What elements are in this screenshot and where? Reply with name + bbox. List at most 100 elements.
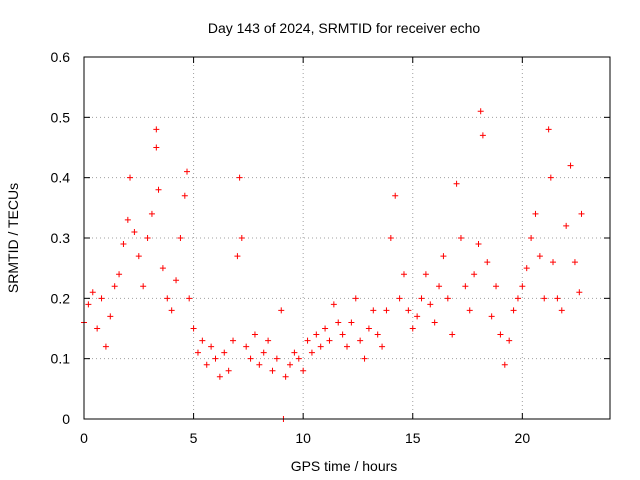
data-point (449, 331, 456, 338)
data-point (273, 355, 280, 362)
y-tick-label: 0.4 (51, 170, 71, 186)
data-point (251, 331, 258, 338)
data-point (523, 265, 530, 272)
data-point (326, 337, 333, 344)
data-point (563, 222, 570, 229)
data-point (221, 349, 228, 356)
grid-lines (84, 57, 610, 419)
data-point (291, 349, 298, 356)
data-point (278, 307, 285, 314)
x-tick-label: 5 (190, 430, 198, 446)
data-point (111, 283, 118, 290)
data-point (567, 162, 574, 169)
data-point (131, 228, 138, 235)
x-tick-label: 20 (515, 430, 531, 446)
data-point (155, 186, 162, 193)
x-tick-label: 15 (405, 430, 421, 446)
data-point (308, 349, 315, 356)
data-point (453, 180, 460, 187)
data-point (392, 192, 399, 199)
data-point (457, 235, 464, 241)
data-point (256, 361, 263, 368)
data-point (236, 174, 243, 181)
data-point (164, 295, 171, 302)
data-point (532, 210, 539, 217)
data-point (304, 337, 311, 344)
data-point (501, 361, 508, 368)
data-point (387, 235, 394, 241)
y-tick-label: 0.3 (51, 230, 71, 246)
data-point (541, 295, 548, 302)
data-point (466, 307, 473, 314)
y-tick-label: 0.5 (51, 109, 71, 125)
x-tick-label: 0 (80, 430, 88, 446)
data-point (247, 355, 254, 362)
y-tick-label: 0.2 (51, 290, 71, 306)
data-point (153, 144, 160, 151)
data-point (208, 343, 215, 350)
data-point (317, 343, 324, 350)
data-point (144, 235, 151, 241)
data-point (225, 367, 232, 374)
data-point (361, 355, 368, 362)
data-point (94, 325, 101, 332)
data-point (335, 319, 342, 326)
data-point (107, 313, 114, 320)
data-point (554, 295, 561, 302)
data-point (571, 259, 578, 266)
data-point (212, 355, 219, 362)
y-axis-title: SRMTID / TECUs (5, 183, 21, 293)
x-axis-title: GPS time / hours (291, 458, 398, 474)
data-point (576, 289, 583, 296)
data-point (348, 319, 355, 326)
data-point (409, 325, 416, 332)
data-point (159, 265, 166, 272)
data-point (234, 253, 241, 260)
data-point (344, 343, 350, 350)
data-points (81, 108, 585, 422)
data-point (545, 126, 552, 133)
data-point (471, 271, 478, 278)
data-point (493, 283, 500, 290)
data-point (102, 343, 109, 350)
data-point (475, 241, 482, 248)
data-point (203, 361, 210, 368)
data-point (186, 295, 193, 302)
data-point (477, 108, 484, 115)
data-point (558, 307, 565, 314)
data-point (313, 331, 320, 338)
data-point (400, 271, 407, 278)
data-point (550, 259, 557, 266)
data-point (418, 295, 425, 302)
data-point (431, 319, 438, 326)
axis-ticks (83, 56, 610, 420)
data-point (322, 325, 329, 332)
data-point (497, 331, 504, 338)
data-point (510, 307, 517, 314)
data-point (379, 343, 386, 350)
data-point (135, 253, 142, 260)
data-point (536, 253, 543, 260)
data-point (578, 210, 585, 217)
data-point (85, 301, 92, 308)
data-point (440, 253, 447, 260)
data-point (365, 325, 372, 332)
data-point (282, 373, 289, 380)
data-point (427, 301, 434, 308)
data-point (484, 259, 491, 266)
data-point (300, 367, 307, 374)
data-point (127, 174, 134, 181)
data-point (124, 216, 131, 223)
chart-title: Day 143 of 2024, SRMTID for receiver ech… (208, 20, 481, 36)
data-point (168, 307, 175, 314)
data-point (462, 283, 469, 290)
data-point (519, 283, 526, 290)
data-point (194, 349, 201, 356)
data-point (181, 192, 188, 199)
data-point (339, 331, 346, 338)
data-point (422, 271, 429, 278)
data-point (396, 295, 403, 302)
data-point (190, 325, 197, 332)
data-point (265, 337, 272, 344)
y-tick-label: 0.1 (51, 351, 71, 367)
